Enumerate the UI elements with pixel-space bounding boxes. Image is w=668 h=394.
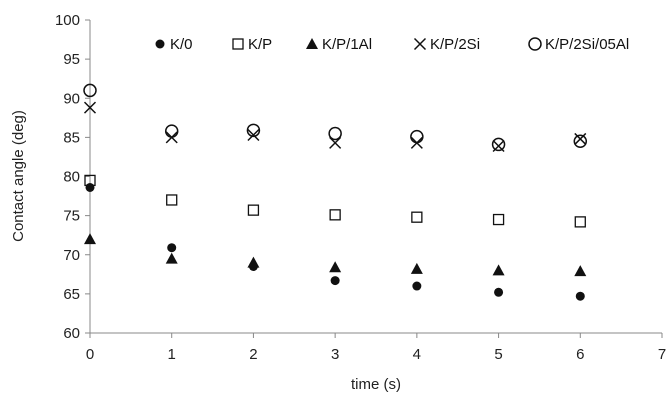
data-point	[247, 256, 260, 268]
data-point	[329, 261, 342, 273]
data-point	[84, 174, 96, 187]
y-tick-label: 70	[63, 247, 80, 264]
legend-marker	[306, 38, 318, 49]
legend-item: K/P	[232, 36, 272, 53]
data-point	[492, 213, 505, 226]
x-tick-label: 7	[658, 346, 666, 363]
data-point	[494, 287, 504, 297]
y-tick-label: 85	[63, 129, 80, 146]
y-tick-label: 80	[63, 169, 80, 186]
data-point	[574, 132, 587, 145]
series-k-p	[84, 174, 586, 228]
data-point	[246, 123, 261, 138]
data-point	[167, 243, 177, 253]
data-point	[329, 136, 342, 149]
legend-item: K/0	[155, 36, 193, 53]
y-tick-label: 100	[55, 12, 80, 29]
data-point	[412, 281, 422, 291]
legend-label: K/P/2Si/05Al	[545, 36, 629, 53]
legend-marker	[155, 39, 165, 49]
data-point	[330, 276, 340, 286]
y-tick-label: 95	[63, 51, 80, 68]
x-axis-ticks: 0 1 2 3 4 5 6 7	[86, 333, 666, 363]
data-point	[573, 134, 588, 149]
legend-label: K/P/2Si	[430, 36, 480, 53]
y-tick-label: 65	[63, 286, 80, 303]
data-point	[83, 101, 97, 114]
legend-marker	[528, 37, 542, 51]
data-point	[84, 233, 96, 245]
legend-marker	[232, 38, 244, 50]
data-point	[329, 209, 341, 221]
y-axis-ticks: 60 65 70 75 80 85 90 95 100	[55, 12, 90, 342]
data-point	[410, 262, 423, 274]
data-point	[166, 194, 178, 206]
data-point	[574, 265, 587, 277]
x-tick-label: 3	[331, 346, 339, 363]
data-point	[492, 264, 505, 276]
series-k-0	[85, 182, 585, 301]
data-point	[85, 182, 95, 192]
y-axis-title: Contact angle (deg)	[10, 110, 27, 242]
legend-label: K/P/1Al	[322, 36, 372, 53]
data-point	[247, 204, 260, 216]
x-tick-label: 0	[86, 346, 94, 363]
y-tick-label: 75	[63, 208, 80, 225]
data-point	[411, 211, 423, 223]
legend-item: K/P/2Si	[413, 36, 480, 53]
series-k-p-2si-05al	[83, 83, 588, 152]
y-tick-label: 90	[63, 90, 80, 107]
x-tick-label: 4	[413, 346, 421, 363]
data-point	[247, 128, 260, 142]
data-point	[491, 137, 506, 152]
legend-label: K/P	[248, 36, 272, 53]
x-tick-label: 1	[168, 346, 176, 363]
data-markers	[83, 83, 588, 301]
series-k-p-1al	[84, 233, 587, 277]
series-k-p-2si	[83, 101, 587, 153]
legend: K/0 K/P K/P/1Al K/P/2Si K/P/2Si/05Al	[155, 36, 629, 53]
data-point	[574, 216, 586, 228]
legend-item: K/P/2Si/05Al	[528, 36, 629, 53]
x-axis-title: time (s)	[351, 376, 401, 393]
x-tick-label: 5	[494, 346, 502, 363]
data-point	[410, 129, 424, 144]
x-tick-label: 6	[576, 346, 584, 363]
legend-item: K/P/1Al	[306, 36, 372, 53]
data-point	[164, 124, 179, 138]
y-tick-label: 60	[63, 325, 80, 342]
legend-label: K/0	[170, 36, 193, 53]
x-tick-label: 2	[249, 346, 257, 363]
data-point	[328, 126, 342, 141]
data-point	[165, 252, 178, 264]
data-point	[83, 83, 97, 98]
legend-marker	[413, 37, 427, 51]
data-point	[575, 291, 585, 301]
